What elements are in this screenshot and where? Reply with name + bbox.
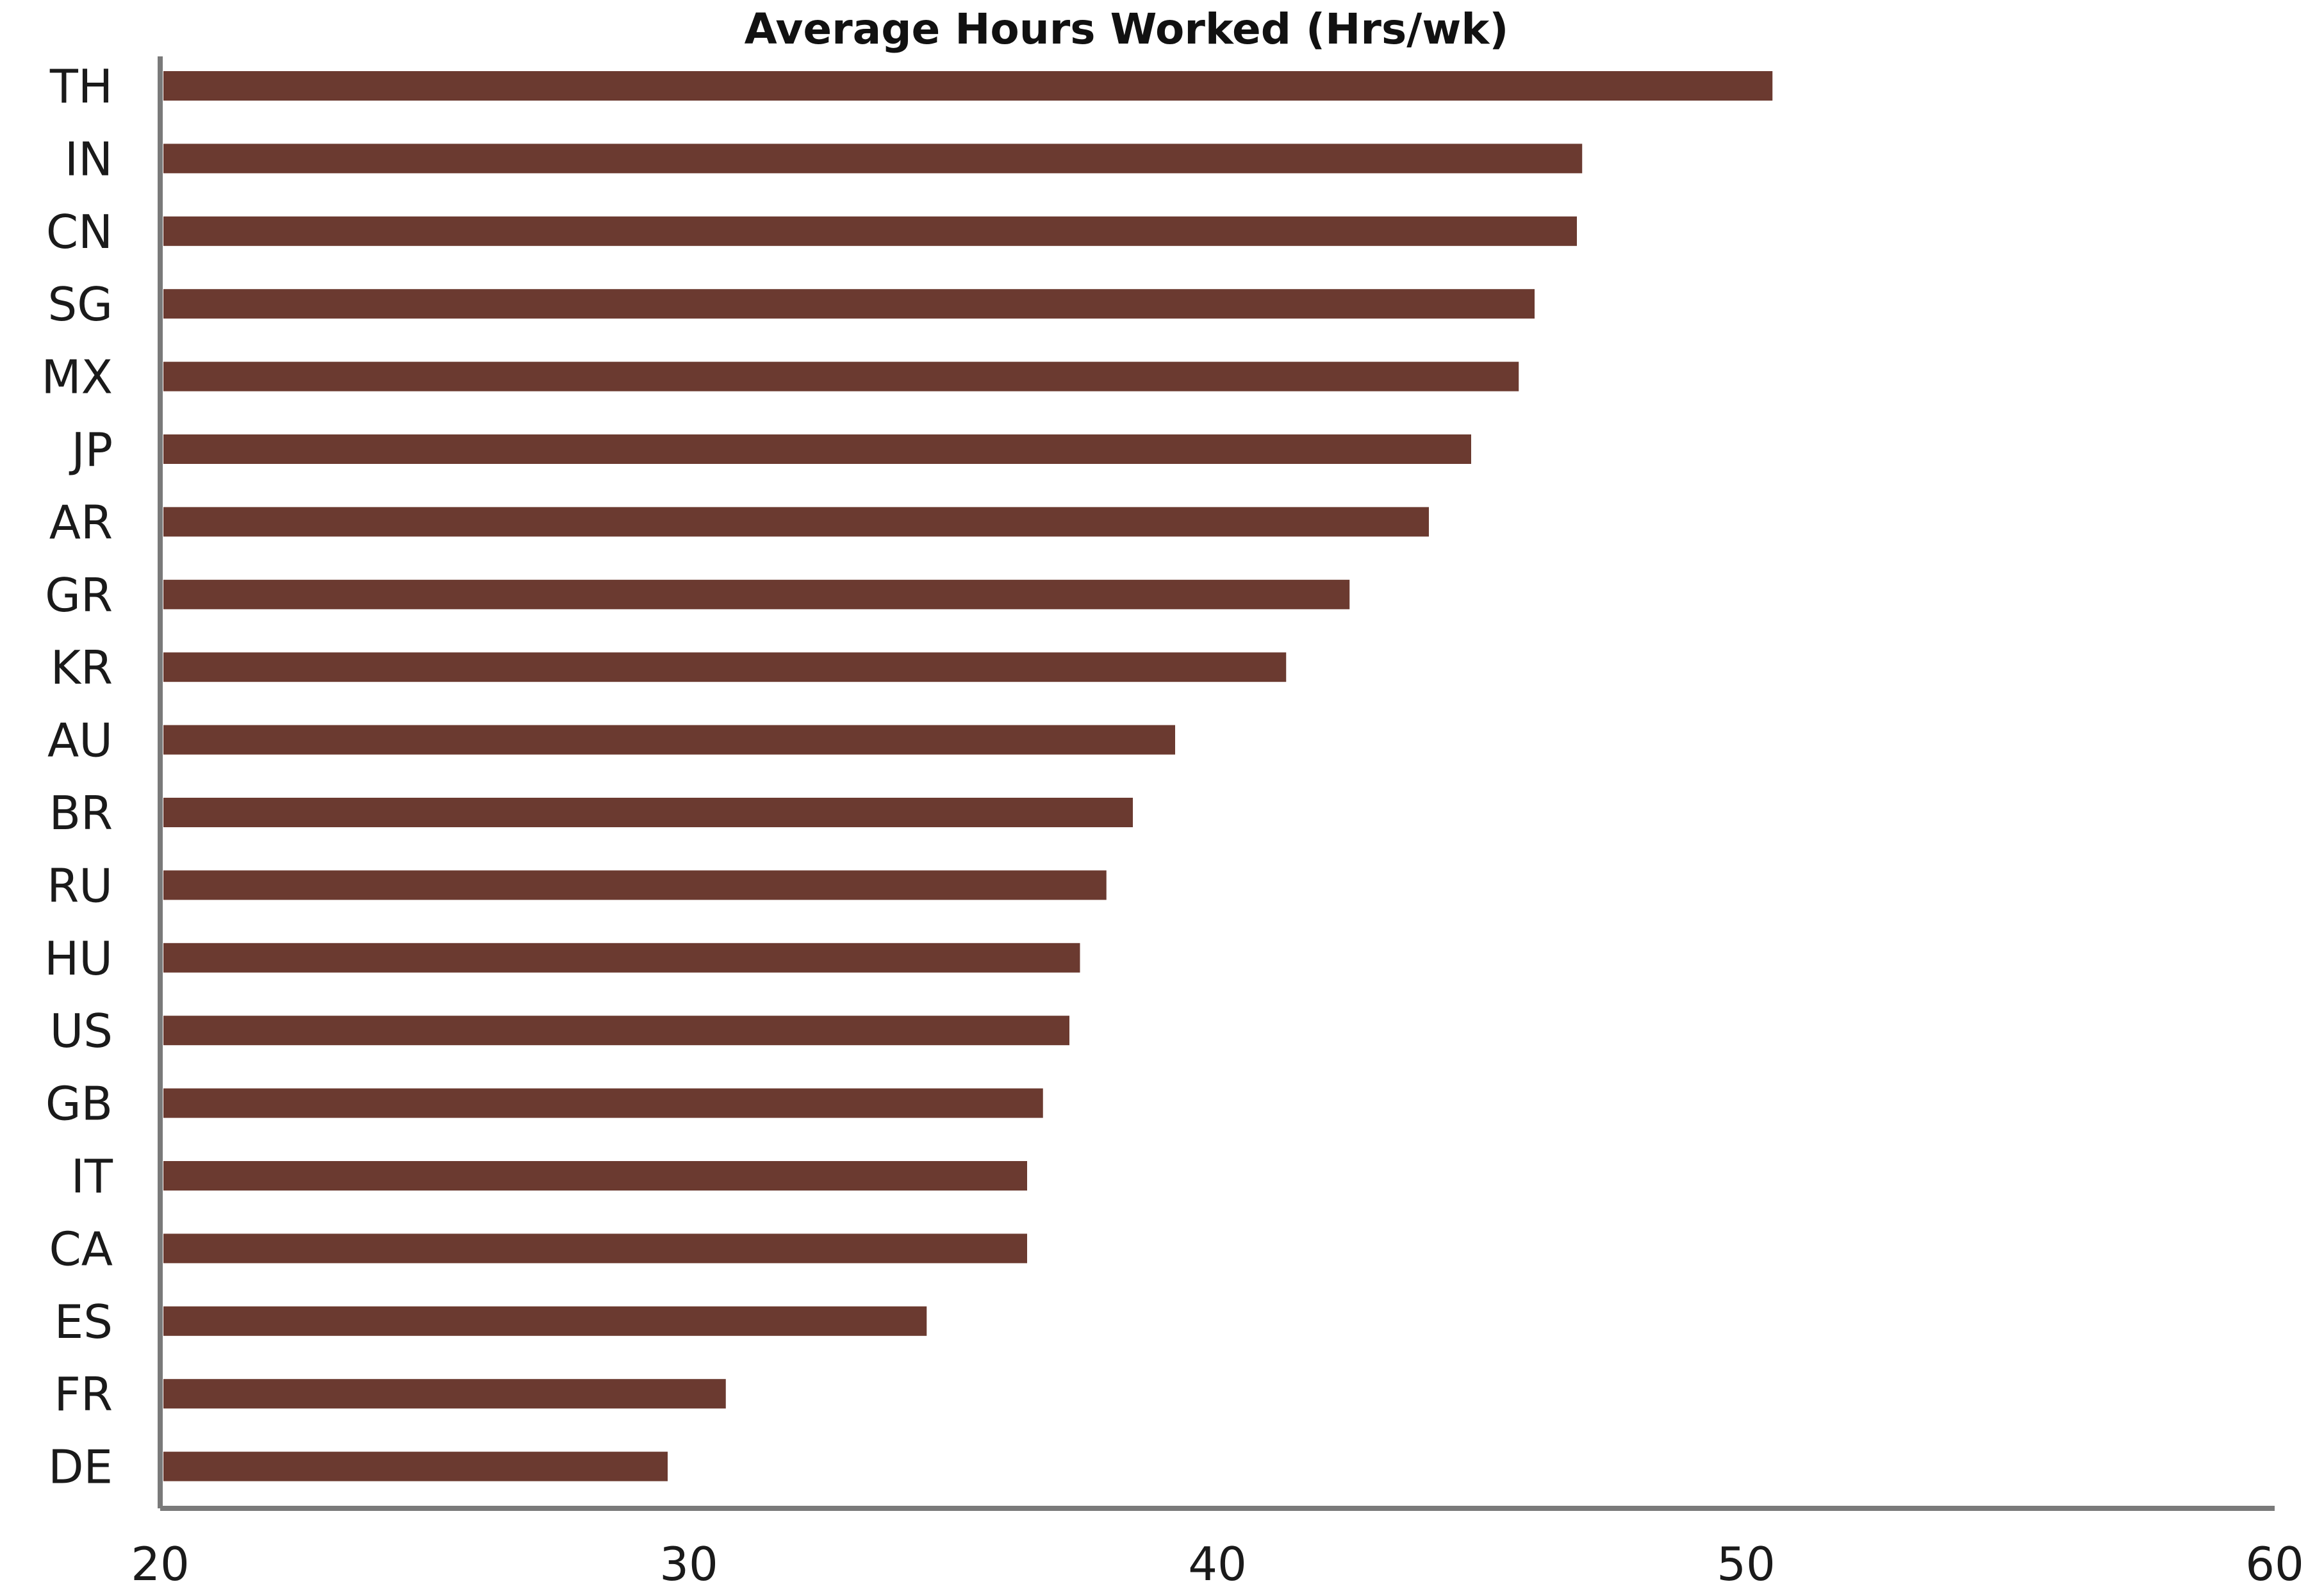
bar-cn bbox=[163, 216, 1577, 246]
category-label-ru: RU bbox=[47, 859, 113, 912]
axes-group bbox=[158, 56, 2275, 1511]
bar-hu bbox=[163, 943, 1080, 973]
x-tick-labels-group: 20 30 40 50 60 bbox=[131, 1537, 2304, 1591]
category-label-ca: CA bbox=[49, 1222, 113, 1276]
bar-mx bbox=[163, 361, 1519, 392]
category-label-au: AU bbox=[47, 714, 113, 768]
bar-ru bbox=[163, 870, 1107, 900]
bar-gb bbox=[163, 1088, 1043, 1118]
category-label-hu: HU bbox=[44, 932, 113, 985]
category-label-br: BR bbox=[49, 786, 113, 840]
bar-br bbox=[163, 798, 1133, 827]
category-label-jp: JP bbox=[69, 423, 113, 477]
category-label-fr: FR bbox=[54, 1367, 113, 1421]
bar-th bbox=[163, 71, 1773, 101]
category-label-gr: GR bbox=[45, 568, 113, 622]
bar-it bbox=[163, 1161, 1027, 1191]
x-tick-label-20: 20 bbox=[131, 1537, 190, 1588]
bar-sg bbox=[163, 289, 1535, 319]
category-label-ar: AR bbox=[49, 495, 113, 549]
category-label-mx: MX bbox=[42, 350, 113, 404]
bar-us bbox=[163, 1016, 1069, 1046]
category-label-sg: SG bbox=[48, 277, 113, 331]
bar-in bbox=[163, 144, 1583, 174]
x-tick-label-50: 50 bbox=[1717, 1537, 1776, 1588]
category-label-in: IN bbox=[65, 132, 113, 186]
bar-ca bbox=[163, 1233, 1027, 1264]
category-label-th: TH bbox=[49, 60, 113, 113]
category-label-cn: CN bbox=[46, 205, 113, 259]
bar-jp bbox=[163, 434, 1471, 464]
x-tick-label-60: 60 bbox=[2245, 1537, 2304, 1588]
x-tick-label-30: 30 bbox=[659, 1537, 718, 1588]
category-label-es: ES bbox=[54, 1295, 113, 1349]
category-label-us: US bbox=[50, 1004, 113, 1058]
category-label-de: DE bbox=[48, 1440, 113, 1494]
category-label-gb: GB bbox=[45, 1077, 113, 1131]
bar-gr bbox=[163, 579, 1350, 609]
bar-es bbox=[163, 1306, 927, 1336]
category-labels-group: TH IN CN SG MX JP AR GR KR AU BR RU HU US GB IT CA ES FR DE bbox=[42, 60, 113, 1494]
x-tick-label-40: 40 bbox=[1188, 1537, 1247, 1588]
bar-kr bbox=[163, 652, 1287, 682]
category-label-kr: KR bbox=[51, 641, 113, 695]
bars-group bbox=[163, 71, 1773, 1481]
bar-ar bbox=[163, 507, 1429, 537]
bar-au bbox=[163, 725, 1175, 755]
chart-title: Average Hours Worked (Hrs/wk) bbox=[745, 4, 1509, 54]
category-label-it: IT bbox=[71, 1150, 113, 1203]
bar-de bbox=[163, 1451, 668, 1481]
bar-fr bbox=[163, 1379, 726, 1409]
